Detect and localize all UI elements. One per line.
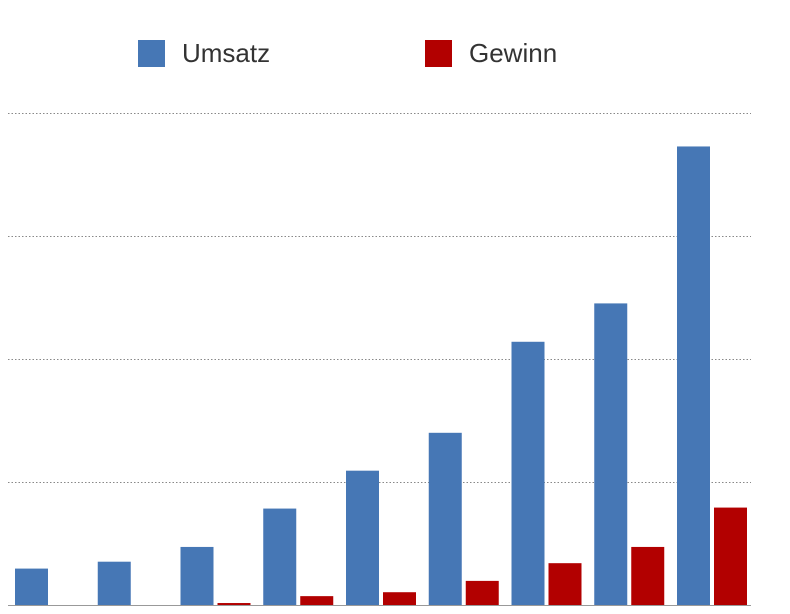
legend-label-gewinn: Gewinn (469, 37, 558, 68)
bar-gewinn-5 (383, 592, 416, 605)
bar-gewinn-9 (714, 507, 747, 605)
bar-gewinn-6 (465, 580, 499, 605)
bar-umsatz-2 (97, 561, 131, 605)
bar-umsatz-4 (263, 508, 297, 605)
bar-gewinn-3 (217, 603, 251, 605)
bar-umsatz-7 (511, 341, 545, 605)
legend-swatch-gewinn (425, 39, 452, 67)
bar-umsatz-9 (677, 146, 710, 605)
bar-umsatz-5 (346, 470, 379, 605)
bar-gewinn-7 (548, 563, 582, 605)
bar-umsatz-8 (594, 303, 628, 605)
legend-item-umsatz: Umsatz (138, 37, 270, 69)
bar-gewinn-8 (631, 546, 665, 605)
legend-swatch-umsatz (138, 39, 165, 67)
bar-umsatz-6 (428, 432, 462, 605)
legend-label-umsatz: Umsatz (182, 37, 271, 68)
bars (15, 146, 747, 605)
grid-lines (8, 113, 751, 483)
bar-gewinn-4 (300, 596, 334, 605)
bar-umsatz-1 (15, 568, 48, 605)
bar-umsatz-3 (180, 546, 214, 605)
legend-item-gewinn: Gewinn (425, 37, 557, 69)
